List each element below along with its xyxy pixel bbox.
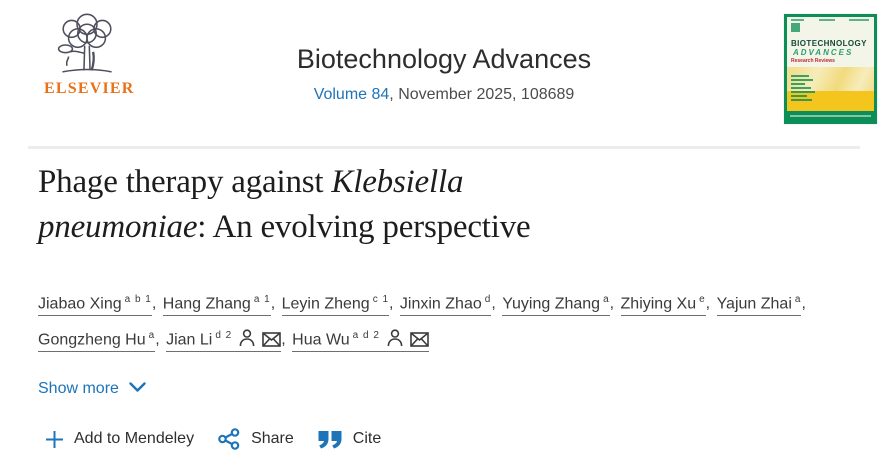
elsevier-wordmark: ELSEVIER [44,80,135,97]
author-affiliation-sup: a [148,329,156,341]
author-link[interactable]: Hang Zhang a 1 [162,290,271,316]
add-to-mendeley-button[interactable]: Add to Mendeley [45,430,194,449]
cover-subtitle: Research Reviews [791,58,835,64]
show-more-button[interactable]: Show more [38,380,146,398]
cover-journal-title-2: ADVANCES [793,48,854,57]
author-link[interactable]: Yuying Zhang a [502,290,610,316]
author-affiliation-sup: a 1 [253,293,271,305]
author-list: Jiabao Xing a b 1, Hang Zhang a 1, Leyin Z… [38,286,850,358]
author-separator: , [705,295,715,312]
author-name: Zhiying Xu [620,295,697,312]
chevron-down-icon [129,380,146,398]
share-label: Share [251,430,294,447]
author-separator: , [281,331,291,348]
person-icon [239,329,255,347]
author-name: Jinxin Zhao [399,295,482,312]
author-affiliation-sup: a b 1 [124,293,152,305]
author-name: Jiabao Xing [38,295,122,312]
author-link[interactable]: Yajun Zhai a [716,290,802,316]
author-name: Yajun Zhai [716,295,792,312]
author-affiliation-sup: a [794,293,802,305]
author-separator: , [155,331,165,348]
author-link[interactable]: Hua Wu a d 2 [292,326,429,352]
author-link[interactable]: Zhiying Xu e [620,290,706,316]
issue-info: , November 2025, 108689 [389,86,575,103]
author-affiliation-sup: d 2 [215,329,233,341]
author-link[interactable]: Gongzheng Hu a [38,326,156,352]
author-name: Leyin Zheng [281,295,370,312]
author-link[interactable]: Jiabao Xing a b 1 [38,290,152,316]
header-divider [28,146,860,149]
cover-publisher-mark [791,23,800,32]
author-separator: , [801,295,806,312]
author-separator: , [491,295,501,312]
journal-issue-line: Volume 84, November 2025, 108689 [0,86,888,104]
author-name: Hua Wu [292,331,350,348]
author-affiliation-sup: e [699,293,706,305]
author-affiliation-sup: a d 2 [352,329,380,341]
envelope-icon [262,332,282,347]
author-name: Hang Zhang [162,295,251,312]
author-name: Jian Li [166,331,213,348]
author-link[interactable]: Jinxin Zhao d [399,290,492,316]
journal-block: Biotechnology Advances Volume 84, Novemb… [0,44,888,104]
elsevier-logo[interactable]: ELSEVIER [44,12,135,98]
author-separator: , [609,295,619,312]
author-link[interactable]: Jian Li d 2 [166,326,282,352]
person-icon [387,329,403,347]
cite-button[interactable]: Cite [318,429,381,449]
cover-journal-title: BIOTECHNOLOGY [791,39,867,48]
author-separator: , [151,295,161,312]
author-name: Gongzheng Hu [38,331,146,348]
author-affiliation-sup: c 1 [372,293,390,305]
journal-cover-thumbnail[interactable]: BIOTECHNOLOGY ADVANCES Research Reviews [784,14,877,124]
author-affiliation-sup: d [484,293,492,305]
cover-top-strip [787,17,874,39]
share-icon [218,428,241,450]
cite-quote-icon [318,429,343,449]
author-separator: , [389,295,398,312]
add-to-mendeley-label: Add to Mendeley [74,430,195,447]
cover-editor-lines [791,75,815,103]
envelope-icon [410,332,429,347]
cite-label: Cite [352,430,382,447]
volume-link[interactable]: Volume 84 [313,86,390,103]
plus-icon [45,430,64,449]
elsevier-tree-icon [44,12,130,78]
author-name: Yuying Zhang [502,295,601,312]
author-affiliation-sup: a [603,293,610,305]
show-more-label: Show more [38,380,119,397]
cover-artwork [787,67,874,111]
cover-bottom-band [787,111,874,121]
author-link[interactable]: Leyin Zheng c 1 [281,290,390,316]
author-separator: , [270,295,280,312]
journal-title-link[interactable]: Biotechnology Advances [296,44,592,74]
action-bar: Add to Mendeley Share Cite [45,428,381,450]
share-button[interactable]: Share [218,428,294,450]
article-title: Phage therapy against Klebsiella pneumoni… [38,164,531,245]
